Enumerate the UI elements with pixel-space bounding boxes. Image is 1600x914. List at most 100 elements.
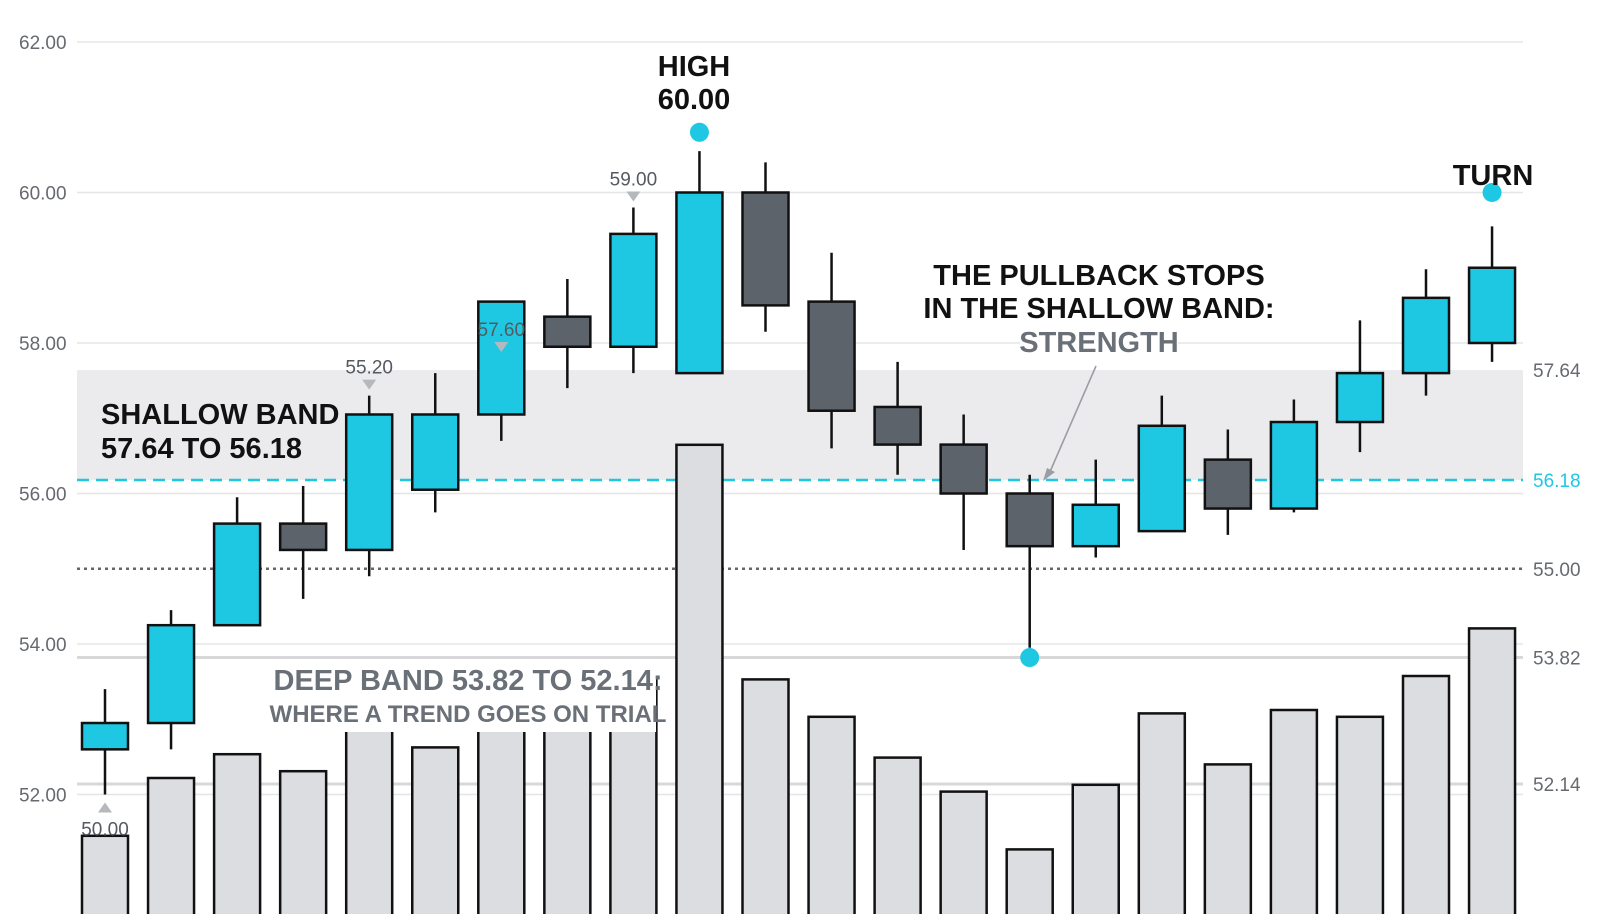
- price-pointer: [626, 191, 641, 202]
- annotations: HIGH 60.00 TURN SHALLOW BAND 57.64 TO 56…: [101, 51, 1533, 732]
- deep-band-callout: DEEP BAND 53.82 TO 52.14: WHERE A TREND …: [270, 664, 666, 732]
- y-tick-label-left: 54.00: [19, 635, 67, 656]
- candle-body: [212, 522, 262, 627]
- candle: [80, 689, 130, 795]
- candle: [1071, 459, 1120, 558]
- volume-bar: [807, 715, 856, 914]
- candle: [543, 279, 592, 389]
- candle-body: [543, 315, 592, 349]
- candle: [1467, 226, 1517, 362]
- candle-body: [477, 300, 526, 416]
- candle: [477, 300, 526, 441]
- candle: [212, 497, 262, 627]
- high-annotation-line1: HIGH: [658, 51, 731, 83]
- deep-band-annotation-line1: DEEP BAND 53.82 TO 52.14:: [274, 665, 663, 697]
- candle-body: [411, 413, 460, 491]
- shallow-band-annotation-line1: SHALLOW BAND: [101, 399, 339, 431]
- volume-bar: [477, 701, 526, 914]
- price-label: 55.20: [345, 358, 393, 379]
- price-pointer: [494, 342, 509, 353]
- candle: [1269, 399, 1319, 513]
- candle: [1401, 269, 1451, 396]
- candle-body: [675, 191, 724, 375]
- volume-bar: [543, 722, 592, 914]
- candle: [675, 151, 724, 375]
- candle-body: [80, 721, 130, 751]
- volume-bar: [146, 776, 196, 914]
- volume-bar: [1335, 715, 1385, 914]
- candle-body: [1203, 458, 1253, 510]
- candle: [873, 361, 922, 475]
- pullback-annotation-line1: THE PULLBACK STOPS: [933, 260, 1264, 292]
- axis-labels: 62.00 60.00 58.00 56.00 54.00 52.00 57.64 56.18…: [19, 33, 1581, 841]
- candle-body: [1335, 371, 1385, 424]
- volume-bar: [939, 790, 988, 914]
- candle: [1005, 474, 1054, 648]
- pullback-annotation-line3: STRENGTH: [1019, 327, 1179, 359]
- high-annotation-line2: 60.00: [658, 84, 731, 116]
- deep-band-label-bg: [280, 664, 656, 732]
- pullback-arrow-head: [1043, 468, 1055, 481]
- candle-body: [1005, 492, 1054, 548]
- y-tick-label-right: 57.64: [1533, 361, 1581, 382]
- candle-body: [1401, 296, 1451, 375]
- price-pointer: [362, 379, 377, 390]
- volume-bar: [675, 443, 724, 914]
- price-label: 57.60: [478, 320, 526, 341]
- candle-body: [1071, 503, 1120, 548]
- y-tick-label-right: 53.82: [1533, 649, 1581, 670]
- turn-annotation: TURN: [1453, 160, 1534, 192]
- candle-body: [939, 443, 988, 495]
- candle-body: [1269, 420, 1319, 510]
- price-pointer: [98, 802, 112, 813]
- volume-bar: [411, 746, 460, 914]
- candle-body: [278, 522, 328, 552]
- y-tick-label-left: 56.00: [19, 485, 67, 506]
- marker-dot: [1482, 183, 1502, 202]
- candle-body: [807, 300, 856, 412]
- volume-bar: [741, 678, 790, 914]
- volume-bar: [1269, 708, 1319, 914]
- y-tick-label-left: 52.00: [19, 786, 67, 807]
- pullback-label-bg: [1020, 328, 1178, 360]
- candle: [411, 373, 460, 513]
- candle: [1335, 320, 1385, 453]
- candle-body: [344, 413, 394, 552]
- candle-body: [609, 232, 658, 349]
- candle: [344, 395, 394, 577]
- volume-bar: [1005, 848, 1054, 914]
- y-tick-label-left: 62.00: [19, 33, 67, 54]
- markers: [689, 122, 1502, 668]
- volume-bar: [1137, 712, 1187, 914]
- y-tick-label-left: 60.00: [19, 184, 67, 205]
- volume-bar: [1467, 627, 1517, 914]
- candle-body: [1467, 266, 1517, 345]
- candles: [80, 151, 1517, 795]
- volume-bar: [1203, 763, 1253, 914]
- marker-dot: [689, 122, 709, 142]
- volume-bar: [80, 834, 130, 914]
- pullback-arrow-line: [1048, 365, 1097, 475]
- marker-dot: [1020, 648, 1040, 668]
- y-tick-label-right: 56.18: [1533, 471, 1581, 492]
- candle: [609, 207, 658, 374]
- pullback-annotation-line2: IN THE SHALLOW BAND:: [923, 293, 1274, 325]
- candle-body: [1137, 424, 1187, 533]
- price-label: 59.00: [610, 170, 658, 191]
- y-tick-label-left: 58.00: [19, 334, 67, 355]
- volume-bar: [212, 752, 262, 914]
- candle-body: [741, 191, 790, 307]
- candle: [939, 414, 988, 550]
- candle: [1137, 395, 1187, 533]
- volume-bar: [344, 725, 394, 914]
- y-tick-label-right: 55.00: [1533, 560, 1581, 581]
- candle: [278, 485, 328, 599]
- volume-bar: [1071, 783, 1120, 914]
- y-tick-label-right: 52.14: [1533, 775, 1581, 796]
- candle: [146, 610, 196, 750]
- volume-bar: [1401, 674, 1451, 914]
- candle: [741, 162, 790, 332]
- pullback-callout: THE PULLBACK STOPS IN THE SHALLOW BAND: …: [923, 260, 1275, 481]
- volume-bar: [873, 756, 922, 914]
- candle-body: [146, 623, 196, 725]
